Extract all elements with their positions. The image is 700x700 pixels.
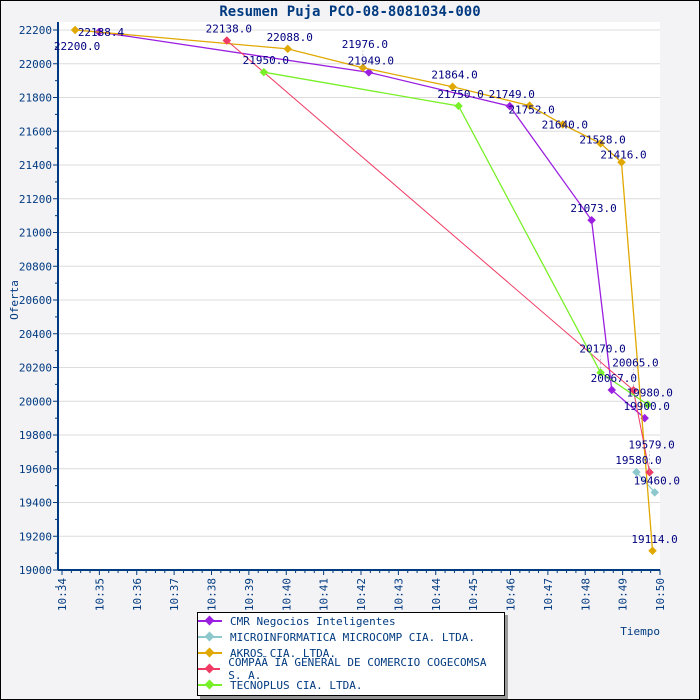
x-tick-label: 10:48 — [579, 578, 592, 611]
data-point — [259, 67, 269, 77]
data-point — [364, 68, 374, 77]
x-tick-label: 10:38 — [206, 578, 219, 611]
x-tick-label: 10:37 — [168, 578, 181, 611]
x-tick-label: 10:50 — [654, 578, 667, 611]
data-label: 19980.0 — [626, 387, 672, 400]
data-label: 21949.0 — [348, 54, 394, 67]
legend-item: TECNOPLUS CIA. LTDA. — [198, 677, 504, 693]
x-tick-label: 10:45 — [467, 578, 480, 611]
data-point — [505, 101, 514, 111]
data-point — [283, 44, 292, 54]
data-label: 21750.0 — [437, 88, 483, 101]
legend-swatch — [198, 632, 222, 642]
data-label: 21749.0 — [489, 88, 535, 101]
x-tick-label: 10:35 — [93, 578, 106, 611]
data-label: 21950.0 — [243, 54, 289, 67]
series-line-1 — [635, 471, 656, 493]
data-point — [448, 82, 457, 91]
x-tick-label: 10:36 — [131, 578, 144, 611]
legend-label: CMR Negocios Inteligentes — [230, 614, 396, 628]
y-tick-label: 20800 — [19, 260, 52, 273]
legend-swatch — [198, 664, 221, 674]
data-label: 20065.0 — [612, 356, 658, 369]
chart-title: Resumen Puja PCO-08-8081034-000 — [219, 4, 480, 20]
data-label: 21073.0 — [570, 202, 616, 215]
x-axis-label: Tiempo — [620, 625, 660, 638]
data-point — [632, 467, 641, 477]
y-tick-label: 19200 — [19, 530, 52, 543]
data-label: 22188.4 — [78, 26, 125, 39]
y-tick-label: 20400 — [19, 328, 52, 341]
data-label: 21864.0 — [431, 69, 477, 82]
x-tick-label: 10:44 — [430, 578, 443, 611]
data-label: 21640.0 — [542, 119, 588, 132]
data-point — [222, 36, 232, 45]
x-tick-label: 10:34 — [56, 578, 69, 611]
y-tick-label: 19400 — [19, 497, 52, 510]
y-tick-label: 21000 — [19, 227, 52, 240]
data-label: 21752.0 — [508, 104, 554, 117]
x-tick-label: 10:49 — [617, 578, 630, 611]
data-point — [650, 488, 660, 497]
series-line-4 — [263, 71, 649, 406]
legend-item: MICROINFORMATICA MICROCOMP CIA. LTDA. — [198, 629, 504, 645]
y-tick-label: 21600 — [19, 125, 52, 138]
data-label: 22088.0 — [267, 31, 313, 44]
legend-label: COMPAÃ IA GENERAL DE COMERCIO COGECOMSA … — [228, 656, 487, 682]
data-point — [648, 546, 657, 556]
x-tick-label: 10:43 — [392, 578, 405, 611]
x-tick-label: 10:47 — [542, 578, 555, 611]
legend-label: MICROINFORMATICA MICROCOMP CIA. LTDA. — [230, 630, 476, 644]
x-tick-label: 10:46 — [505, 578, 518, 611]
x-tick-label: 10:41 — [318, 578, 331, 611]
data-label: 22138.0 — [206, 22, 252, 35]
data-label: 19460.0 — [634, 474, 680, 487]
data-label: 21528.0 — [579, 133, 625, 146]
x-tick-label: 10:42 — [355, 578, 368, 611]
y-tick-label: 21200 — [19, 193, 52, 206]
y-tick-label: 21400 — [19, 159, 52, 172]
data-point — [607, 385, 617, 395]
legend-swatch — [198, 616, 222, 626]
legend-item: CMR Negocios Inteligentes — [198, 613, 504, 629]
x-tick-label: 10:39 — [243, 578, 256, 611]
y-tick-label: 21800 — [19, 92, 52, 105]
y-tick-label: 22000 — [19, 58, 52, 71]
data-label: 19579.0 — [628, 438, 674, 451]
data-label: 20170.0 — [579, 343, 625, 356]
y-tick-label: 20000 — [19, 395, 52, 408]
data-label: 20067.0 — [591, 372, 637, 385]
data-label: 19900.0 — [623, 400, 669, 413]
y-tick-label: 19800 — [19, 429, 52, 442]
y-tick-label: 19000 — [19, 564, 52, 577]
y-tick-label: 20200 — [19, 362, 52, 375]
x-tick-label: 10:40 — [280, 578, 293, 611]
y-tick-label: 22200 — [19, 24, 52, 37]
data-point — [454, 101, 463, 111]
legend-label: TECNOPLUS CIA. LTDA. — [230, 678, 363, 692]
legend-swatch — [198, 680, 222, 690]
data-label: 22200.0 — [54, 40, 100, 53]
data-label: 19580.0 — [615, 454, 661, 467]
legend: CMR Negocios Inteligentes MICROINFORMATI… — [197, 612, 505, 696]
series-line-0 — [98, 31, 646, 419]
data-label: 21416.0 — [600, 148, 646, 161]
y-tick-label: 20600 — [19, 294, 52, 307]
y-axis-label: Oferta — [8, 280, 21, 320]
legend-swatch — [198, 648, 222, 658]
data-label: 21976.0 — [342, 38, 388, 51]
y-tick-label: 19600 — [19, 463, 52, 476]
data-label: 19114.0 — [631, 533, 677, 546]
plot-area — [58, 22, 660, 570]
legend-item: AKROS CIA. LTDA. — [198, 645, 504, 661]
legend-label: AKROS CIA. LTDA. — [230, 646, 336, 660]
data-point — [643, 400, 652, 409]
legend-item: COMPAÃ IA GENERAL DE COMERCIO COGECOMSA … — [198, 656, 504, 682]
